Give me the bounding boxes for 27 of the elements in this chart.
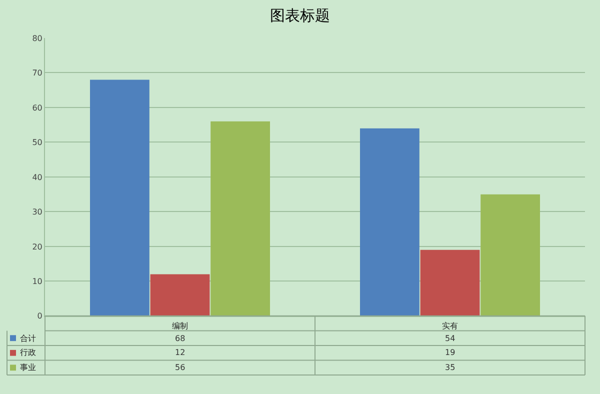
bar (420, 250, 480, 316)
x-tick-label: 实有 (442, 322, 458, 331)
data-label: 19 (445, 348, 456, 357)
y-tick-label: 70 (32, 68, 42, 78)
y-tick-label: 0 (37, 312, 42, 321)
bar (210, 121, 270, 316)
y-tick-label: 40 (32, 172, 42, 182)
chart-title: 图表标题 (270, 6, 330, 24)
y-tick-label: 30 (32, 208, 42, 216)
y-tick-label: 10 (32, 276, 42, 286)
x-tick-label: 编制 (172, 322, 188, 331)
data-label: 12 (175, 348, 186, 357)
legend-label: 行政 (20, 348, 36, 357)
data-label: 54 (445, 334, 456, 343)
bar (360, 128, 420, 316)
data-label: 56 (175, 363, 186, 372)
y-tick-label: 60 (32, 103, 42, 112)
y-tick-label: 20 (32, 242, 42, 252)
y-tick-label: 80 (32, 34, 42, 43)
bar (480, 194, 540, 316)
bar (150, 274, 210, 316)
data-label: 35 (445, 363, 456, 372)
legend-label: 合计 (20, 334, 36, 343)
bar (90, 80, 150, 316)
y-tick-label: 50 (32, 138, 42, 148)
legend-label: 事业 (20, 363, 36, 372)
data-label: 68 (175, 334, 186, 343)
